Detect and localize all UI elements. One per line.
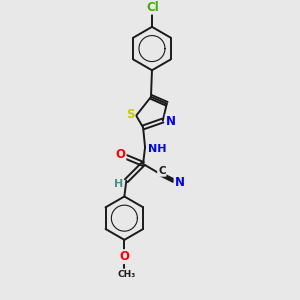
Text: N: N — [166, 115, 176, 128]
Text: S: S — [126, 108, 134, 121]
Text: N: N — [175, 176, 184, 189]
Text: C: C — [158, 166, 166, 176]
Text: Cl: Cl — [147, 1, 159, 13]
Text: O: O — [119, 250, 129, 263]
Text: NH: NH — [148, 144, 166, 154]
Text: O: O — [116, 148, 125, 160]
Text: H: H — [114, 178, 123, 189]
Text: CH₃: CH₃ — [117, 270, 136, 279]
